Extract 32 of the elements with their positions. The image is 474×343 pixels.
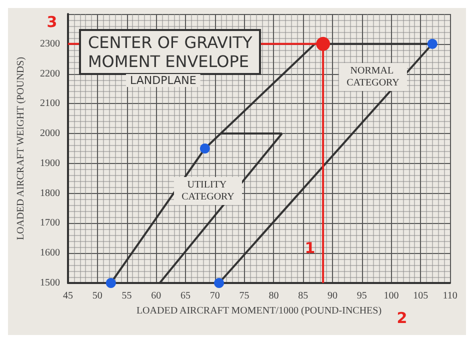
x-axis-title: LOADED AIRCRAFT MOMENT/1000 (POUND-INCHES)	[136, 305, 382, 316]
text: CENTER OF GRAVITY MOMENT ENVELOPE	[88, 33, 252, 71]
x-tick-label: 75	[239, 290, 250, 302]
y-tick-label: 1500	[40, 278, 60, 288]
text: 2	[396, 309, 408, 327]
y-tick-label: 2300	[40, 38, 60, 50]
y-tick-label: 1600	[40, 248, 60, 259]
x-tick-label: 45	[63, 290, 73, 302]
x-tick-label: 105	[413, 290, 428, 302]
annotation: 1	[304, 239, 316, 257]
y-tick-label: 2000	[40, 128, 60, 140]
text: 3	[46, 13, 58, 31]
x-tick-label: 80	[268, 290, 279, 302]
y-tick-label: 1900	[40, 158, 60, 169]
x-tick-label: 65	[180, 290, 191, 302]
x-tick-label: 90	[327, 290, 338, 302]
x-tick-label: 70	[210, 290, 220, 302]
y-tick-label: 2200	[40, 68, 60, 80]
x-tick-label: 110	[442, 290, 458, 302]
x-tick-label: 100	[384, 290, 399, 302]
x-tick-label: 55	[122, 290, 132, 302]
x-tick-label: 50	[92, 290, 102, 302]
text: LANDPLANE	[130, 74, 196, 87]
annotation: NORMAL CATEGORY	[346, 66, 400, 88]
annotation: UTILITY CATEGORY	[182, 180, 234, 202]
x-tick-label: 95	[356, 290, 367, 302]
y-tick-label: 1800	[40, 188, 60, 199]
x-tick-label: 85	[298, 290, 308, 302]
y-axis-title: LOADED AIRCRAFT WEIGHT (POUNDS)	[16, 56, 26, 240]
x-tick-label: 60	[151, 290, 162, 302]
y-tick-label: 1700	[40, 218, 60, 229]
y-tick-label: 2100	[40, 98, 60, 110]
